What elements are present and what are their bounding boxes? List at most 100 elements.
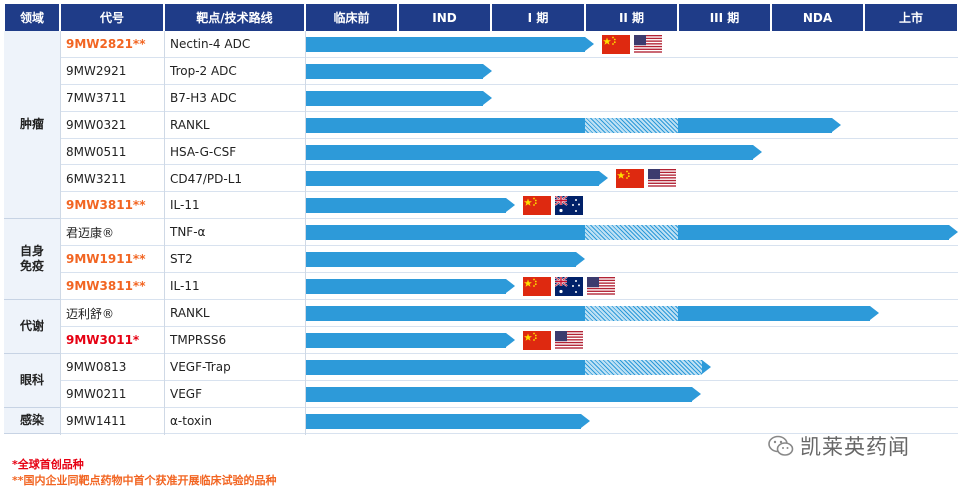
- drug-target: CD47/PD-L1: [170, 171, 243, 186]
- footnote-domestic-first: **国内企业同靶点药物中首个获准开展临床试验的品种: [12, 474, 277, 487]
- domain-cell: 眼科: [4, 353, 60, 408]
- progress-bar-solid: [306, 279, 506, 295]
- drug-target: TNF-α: [170, 225, 206, 240]
- drug-target: RANKL: [170, 306, 210, 320]
- progress-bar-arrow: [701, 359, 711, 374]
- watermark-text: 凯莱英药闻: [800, 435, 910, 459]
- drug-code: 9MW3811**: [66, 279, 146, 294]
- progress-bar-arrow: [505, 279, 515, 294]
- footnote-first-in-class: *全球首创品种: [12, 458, 84, 471]
- flag-cn-icon: [522, 277, 551, 297]
- progress-bar-arrow: [949, 225, 958, 240]
- domain-cell: 感染: [4, 407, 60, 435]
- progress-bar-arrow: [869, 305, 879, 320]
- drug-target: IL-11: [170, 198, 200, 213]
- flag-us-icon: [634, 34, 663, 54]
- drug-code: 7MW3711: [66, 90, 127, 105]
- progress-bar-arrow: [753, 144, 763, 159]
- flag-cn-icon: [522, 196, 551, 216]
- flag-us-icon: [586, 277, 615, 297]
- drug-code: 迈利舒®: [66, 306, 115, 321]
- progress-bar-arrow: [599, 171, 609, 186]
- progress-bar-arrow: [585, 36, 595, 51]
- progress-bar-arrow: [505, 198, 515, 213]
- drug-code: 6MW3211: [66, 171, 127, 186]
- progress-bar-arrow: [575, 252, 585, 267]
- domain-cell: 肿瘤: [4, 31, 60, 220]
- drug-target: TMPRSS6: [170, 332, 227, 347]
- progress-bar-hatched: [584, 117, 679, 133]
- drug-code: 9MW2921: [66, 63, 127, 78]
- progress-bar-arrow: [505, 332, 515, 347]
- progress-bar-solid: [678, 225, 949, 241]
- progress-bar-solid: [306, 225, 585, 241]
- column-divider: [164, 31, 165, 435]
- drug-target: HSA-G-CSF: [170, 144, 237, 159]
- drug-code: 9MW2821**: [66, 37, 146, 51]
- header-cell-0: 领域: [5, 4, 59, 31]
- progress-bar-arrow: [482, 63, 492, 78]
- progress-bar-hatched: [584, 225, 679, 241]
- progress-bar-solid: [306, 198, 506, 214]
- drug-target: α-toxin: [170, 413, 212, 428]
- progress-bar-solid: [306, 36, 586, 52]
- watermark: 凯莱英药闻: [768, 432, 910, 460]
- drug-target: VEGF: [170, 386, 202, 401]
- flag-cn-icon: [616, 169, 645, 189]
- progress-bar-solid: [678, 305, 870, 321]
- flag-cn-icon: [602, 34, 631, 54]
- drug-target: ST2: [170, 252, 193, 267]
- drug-code: 9MW3811**: [66, 198, 146, 213]
- domain-cell: 代谢: [4, 300, 60, 354]
- drug-code: 9MW0321: [66, 117, 127, 132]
- drug-code: 9MW0211: [66, 386, 127, 401]
- progress-bar-solid: [306, 386, 693, 402]
- progress-bar-solid: [306, 413, 581, 429]
- drug-code: 8MW0511: [66, 144, 127, 159]
- progress-bar-arrow: [580, 413, 590, 428]
- drug-target: IL-11: [170, 279, 200, 294]
- header-cell-8: NDA: [772, 4, 863, 31]
- flag-us-icon: [554, 330, 583, 350]
- column-divider: [305, 31, 306, 435]
- flag-au-icon: [554, 196, 583, 216]
- wechat-icon: [768, 435, 794, 456]
- progress-bar-solid: [306, 332, 506, 348]
- progress-bar-solid: [306, 63, 483, 79]
- drug-code: 9MW1911**: [66, 252, 146, 267]
- progress-bar-hatched: [584, 359, 702, 375]
- drug-target: Nectin-4 ADC: [170, 37, 251, 51]
- drug-target: B7-H3 ADC: [170, 90, 237, 105]
- flag-cn-icon: [522, 330, 551, 350]
- flag-us-icon: [648, 169, 677, 189]
- drug-target: RANKL: [170, 117, 210, 132]
- header-cell-7: III 期: [679, 4, 770, 31]
- progress-bar-arrow: [832, 117, 842, 132]
- drug-code: 9MW0813: [66, 359, 127, 374]
- domain-cell: 自身免疫: [4, 219, 60, 300]
- table-row: [60, 57, 958, 85]
- progress-bar-solid: [678, 117, 833, 133]
- progress-bar-arrow: [692, 386, 702, 401]
- progress-bar-arrow: [482, 90, 492, 105]
- progress-bar-solid: [306, 144, 754, 160]
- header-cell-9: 上市: [865, 4, 957, 31]
- table-row: [60, 84, 958, 112]
- progress-bar-solid: [306, 90, 483, 106]
- progress-bar-solid: [306, 117, 585, 133]
- progress-bar-solid: [306, 305, 585, 321]
- progress-bar-hatched: [584, 305, 679, 321]
- header-cell-2: 靶点/技术路线: [165, 4, 304, 31]
- drug-target: Trop-2 ADC: [170, 63, 237, 78]
- header-cell-1: 代号: [61, 4, 163, 31]
- progress-bar-solid: [306, 252, 576, 268]
- progress-bar-solid: [306, 171, 600, 187]
- drug-code: 君迈康®: [66, 225, 115, 240]
- header-cell-4: IND: [399, 4, 490, 31]
- header-cell-3: 临床前: [306, 4, 397, 31]
- drug-code: 9MW1411: [66, 413, 127, 428]
- progress-bar-solid: [306, 359, 585, 375]
- flag-au-icon: [554, 277, 583, 297]
- drug-target: VEGF-Trap: [170, 359, 231, 374]
- header-cell-6: II 期: [586, 4, 677, 31]
